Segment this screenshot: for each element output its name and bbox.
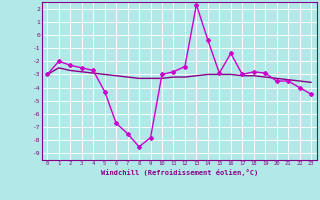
X-axis label: Windchill (Refroidissement éolien,°C): Windchill (Refroidissement éolien,°C) (100, 169, 258, 176)
